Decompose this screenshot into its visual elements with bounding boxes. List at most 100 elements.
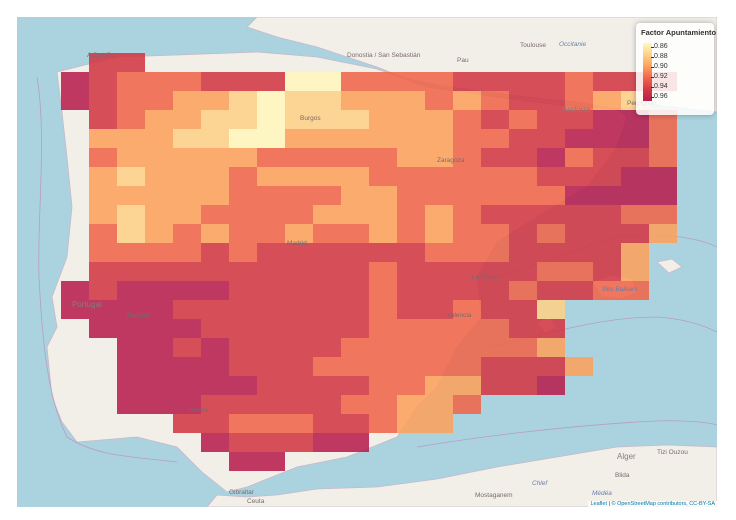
grid-cell xyxy=(425,110,453,129)
grid-cell xyxy=(285,148,313,167)
grid-cell xyxy=(61,281,89,300)
grid-cell xyxy=(117,281,145,300)
grid-cell xyxy=(313,129,341,148)
grid-cell xyxy=(229,167,257,186)
grid-cell xyxy=(285,281,313,300)
grid-cell xyxy=(341,224,369,243)
grid-cell xyxy=(313,319,341,338)
grid-cell xyxy=(117,186,145,205)
grid-cell xyxy=(621,262,649,281)
grid-cell xyxy=(369,91,397,110)
grid-cell xyxy=(145,376,173,395)
label-portugal: Portugal xyxy=(72,300,102,309)
map-view[interactable]: Toulouse Occitanie Pau Donostia / San Se… xyxy=(17,17,717,507)
grid-cell xyxy=(285,186,313,205)
grid-cell xyxy=(621,148,649,167)
grid-cell xyxy=(481,129,509,148)
grid-cell xyxy=(173,262,201,281)
grid-cell xyxy=(313,148,341,167)
grid-cell xyxy=(565,357,593,376)
grid-cell xyxy=(509,224,537,243)
grid-cell xyxy=(173,281,201,300)
osm-attribution-link[interactable]: © OpenStreetMap contributors, CC-BY-SA xyxy=(611,501,715,507)
label-sevilla: Sevilla xyxy=(189,407,209,414)
grid-cell xyxy=(201,243,229,262)
label-donostia: Donostia / San Sebastián xyxy=(347,52,421,59)
grid-cell xyxy=(397,319,425,338)
grid-cell xyxy=(145,186,173,205)
grid-cell xyxy=(117,205,145,224)
grid-cell xyxy=(257,319,285,338)
legend-tick: 0.90 xyxy=(651,63,668,70)
grid-cell xyxy=(229,243,257,262)
grid-cell xyxy=(89,300,117,319)
grid-cell xyxy=(481,205,509,224)
grid-cell xyxy=(201,224,229,243)
grid-cell xyxy=(201,205,229,224)
grid-cell xyxy=(509,110,537,129)
grid-cell xyxy=(537,319,565,338)
grid-cell xyxy=(173,376,201,395)
grid-cell xyxy=(341,414,369,433)
grid-cell xyxy=(341,186,369,205)
grid-cell xyxy=(509,376,537,395)
grid-cell xyxy=(257,110,285,129)
grid-cell xyxy=(509,338,537,357)
label-tizi-ouzou: Tizi Ouzou xyxy=(657,449,688,456)
grid-cell xyxy=(229,205,257,224)
grid-cell xyxy=(537,243,565,262)
grid-cell xyxy=(397,224,425,243)
grid-cell xyxy=(229,281,257,300)
legend-tick: 0.92 xyxy=(651,73,668,80)
grid-cell xyxy=(397,148,425,167)
grid-cell xyxy=(509,281,537,300)
grid-cell xyxy=(397,129,425,148)
grid-cell xyxy=(341,319,369,338)
grid-cell xyxy=(313,433,341,452)
grid-cell xyxy=(173,72,201,91)
grid-cell xyxy=(341,281,369,300)
grid-cell xyxy=(229,338,257,357)
grid-cell xyxy=(397,414,425,433)
grid-cell xyxy=(117,167,145,186)
grid-cell xyxy=(369,281,397,300)
grid-cell xyxy=(145,338,173,357)
grid-cell xyxy=(369,262,397,281)
grid-cell xyxy=(537,262,565,281)
grid-cell xyxy=(89,148,117,167)
grid-cell xyxy=(453,338,481,357)
label-occitanie: Occitanie xyxy=(559,41,586,48)
grid-cell xyxy=(201,129,229,148)
grid-cell xyxy=(453,148,481,167)
grid-cell xyxy=(201,319,229,338)
grid-cell xyxy=(565,91,593,110)
grid-cell xyxy=(229,300,257,319)
grid-cell xyxy=(173,205,201,224)
label-illes-balears: Illes Balears xyxy=(602,286,638,293)
grid-cell xyxy=(285,300,313,319)
grid-cell xyxy=(313,262,341,281)
label-badajoz: Badajoz xyxy=(127,312,151,319)
grid-cell xyxy=(369,243,397,262)
grid-cell xyxy=(173,148,201,167)
grid-cell xyxy=(257,395,285,414)
grid-cell xyxy=(257,148,285,167)
factor-grid xyxy=(61,53,677,471)
label-medea: Médéa xyxy=(592,490,612,497)
grid-cell xyxy=(61,91,89,110)
leaflet-link[interactable]: Leaflet xyxy=(590,501,607,507)
grid-cell xyxy=(565,72,593,91)
grid-cell xyxy=(285,91,313,110)
grid-cell xyxy=(117,148,145,167)
grid-cell xyxy=(565,167,593,186)
grid-cell xyxy=(341,129,369,148)
grid-cell xyxy=(173,395,201,414)
label-mostaganem: Mostaganem xyxy=(475,492,513,499)
grid-cell xyxy=(481,338,509,357)
label-blida: Blida xyxy=(615,472,630,479)
grid-cell xyxy=(621,281,649,300)
grid-cell xyxy=(425,72,453,91)
grid-cell xyxy=(509,148,537,167)
legend-title: Factor Apuntamiento xyxy=(641,28,717,37)
grid-cell xyxy=(593,91,621,110)
